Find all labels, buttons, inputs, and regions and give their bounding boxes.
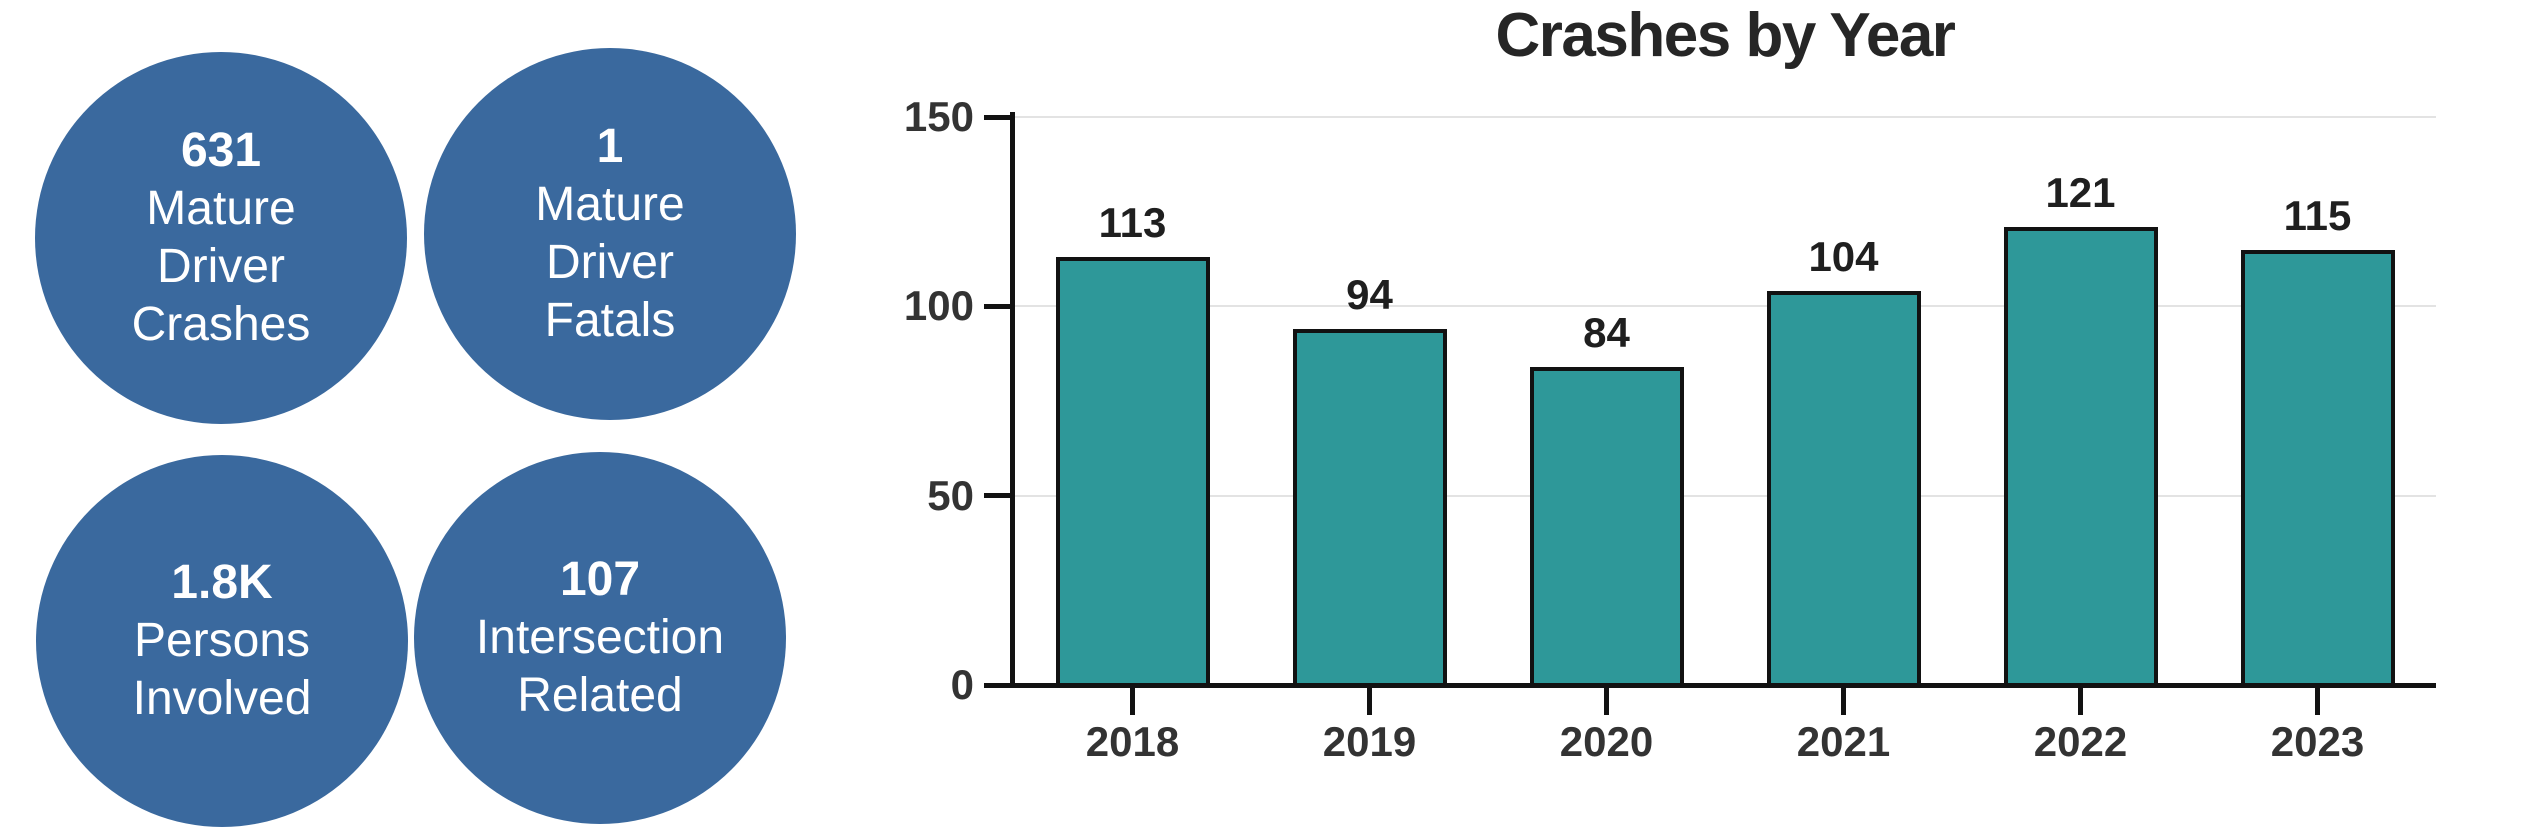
bar-value-label-2018: 113 [1098, 199, 1167, 247]
stat-value: 1.8K [171, 556, 273, 609]
y-axis-line [1010, 112, 1015, 688]
bar-value-label-2019: 94 [1346, 271, 1393, 319]
x-tick-label-2021: 2021 [1796, 718, 1891, 765]
x-axis-tick-2021 [1841, 685, 1846, 715]
bar-2022 [2003, 226, 2158, 685]
x-tick-label-2020: 2020 [1559, 718, 1654, 765]
y-axis-tick-0 [984, 682, 1014, 688]
stat-value: 1 [596, 120, 624, 173]
y-axis-tick-150 [984, 114, 1014, 120]
stat-label: Persons Involved [132, 614, 312, 725]
x-axis-tick-2023 [2315, 685, 2320, 715]
x-tick-label-2023: 2023 [2270, 718, 2365, 765]
stat-circle-persons-involved: 1.8K Persons Involved [36, 455, 408, 827]
stat-value: 107 [559, 553, 641, 606]
gridline-150 [1014, 116, 2436, 118]
bar-2023 [2240, 249, 2395, 685]
stat-circle-mature-driver-fatals: 1 Mature Driver Fatals [424, 48, 796, 420]
stat-label: Mature Driver Crashes [131, 182, 311, 351]
bar-value-label-2022: 121 [2045, 168, 2116, 216]
y-axis-tick-50 [984, 493, 1014, 499]
bar-value-label-2021: 104 [1808, 233, 1879, 281]
bar-value-label-2023: 115 [2283, 191, 2352, 239]
x-tick-label-2018: 2018 [1085, 718, 1180, 765]
chart-title: Crashes by Year [1495, 1, 1956, 70]
x-axis-tick-2019 [1367, 685, 1372, 715]
y-tick-label-50: 50 [927, 471, 974, 519]
bar-2019 [1292, 329, 1447, 685]
x-axis-tick-2020 [1604, 685, 1609, 715]
stat-value: 631 [180, 124, 262, 177]
y-tick-label-150: 150 [903, 93, 974, 140]
stat-circle-mature-driver-crashes: 631 Mature Driver Crashes [35, 52, 407, 424]
x-tick-label-2022: 2022 [2033, 718, 2128, 765]
y-tick-label-100: 100 [903, 282, 974, 330]
x-axis-tick-2018 [1130, 685, 1135, 715]
x-axis-tick-2022 [2078, 685, 2083, 715]
bar-2020 [1529, 366, 1684, 685]
stat-label: Mature Driver Fatals [535, 178, 685, 347]
x-axis-line [1010, 683, 2436, 688]
stat-circle-intersection-related: 107 Intersection Related [414, 452, 786, 824]
y-tick-label-0: 0 [950, 661, 974, 708]
stat-label: Intersection Related [475, 611, 725, 722]
bar-2021 [1766, 291, 1921, 685]
gridline-50 [1014, 494, 2436, 497]
gridline-100 [1014, 305, 2436, 308]
x-tick-label-2019: 2019 [1322, 718, 1417, 765]
y-axis-tick-100 [984, 303, 1014, 309]
bar-2018 [1055, 257, 1210, 685]
bar-value-label-2020: 84 [1583, 308, 1630, 356]
